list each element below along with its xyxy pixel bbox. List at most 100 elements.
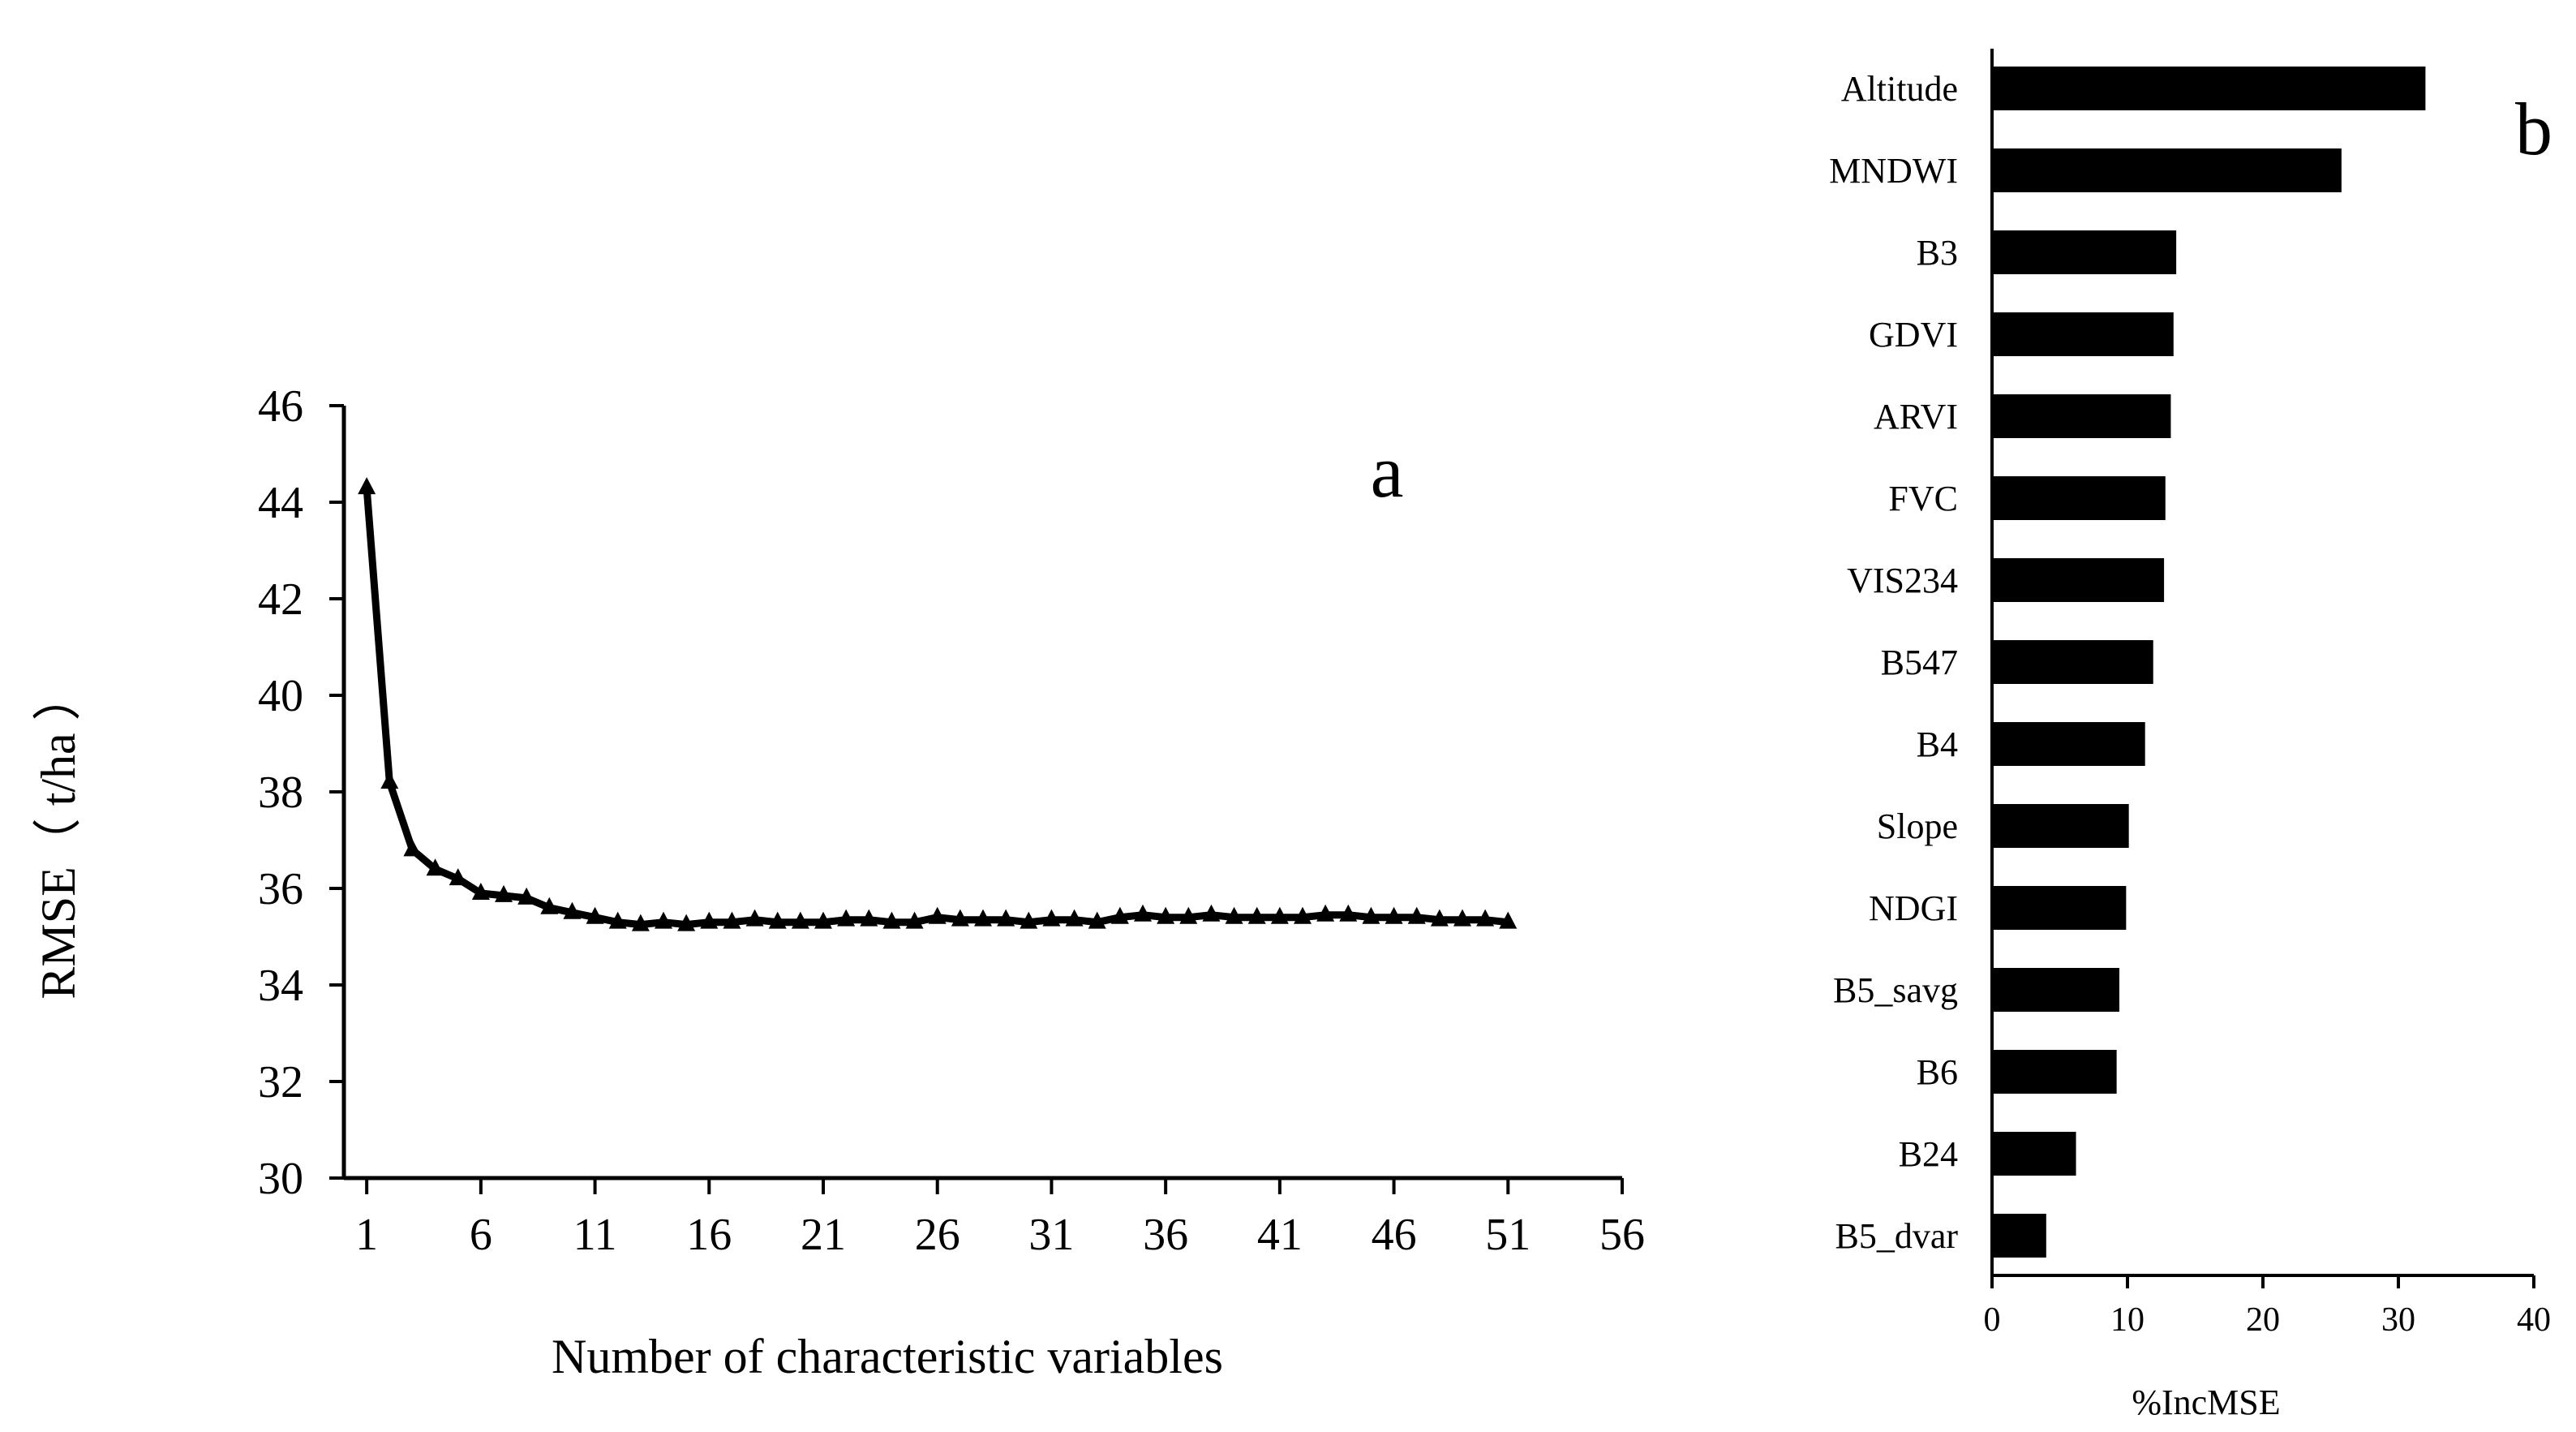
panel-b-bar (1992, 886, 2127, 930)
panel-a-markers (358, 477, 1518, 931)
panel-b-category-label: VIS234 (1847, 561, 1958, 600)
panel-a-data-point (471, 882, 490, 900)
panel-a-x-ticks: 1 6 11 16 21 26 31 36 41 46 51 56 (355, 1178, 1645, 1260)
panel-a-data-point (1247, 906, 1266, 924)
panel-b-category-label: B3 (1917, 233, 1958, 273)
panel-a-y-tick-label: 42 (258, 574, 303, 625)
panel-a-data-point (814, 911, 832, 929)
panel-a-data-point (768, 911, 787, 929)
panel-a-data-point (677, 914, 696, 931)
panel-a-x-tick-label: 46 (1372, 1210, 1417, 1260)
panel-a-data-point (1157, 906, 1175, 924)
panel-a-y-tick-label: 30 (258, 1154, 303, 1204)
panel-a-data-point (1065, 909, 1084, 927)
panel-a-data-point (426, 858, 444, 876)
panel-b-x-tick-label: 20 (2246, 1301, 2280, 1339)
panel-a-data-point (1476, 909, 1495, 927)
panel-b-category-label: Altitude (1841, 69, 1958, 109)
panel-a-y-tick-label: 46 (258, 381, 303, 432)
panel-a-data-point (1407, 906, 1426, 924)
panel-a-data-point (1202, 904, 1221, 922)
panel-b-bar (1992, 722, 2145, 766)
panel-a-data-point (905, 911, 924, 929)
panel-a-y-tick-label: 40 (258, 671, 303, 721)
panel-b-category-label: B5_savg (1833, 970, 1958, 1010)
panel-a-data-point (1385, 906, 1403, 924)
panel-b-bar (1992, 1132, 2076, 1176)
panel-b-bars (1992, 67, 2426, 1258)
panel-b-bar (1992, 1050, 2117, 1094)
panel-a-y-tick-label: 32 (258, 1057, 303, 1107)
panel-a-data-point (495, 884, 513, 902)
panel-b-category-label: B24 (1899, 1134, 1958, 1174)
panel-a-x-tick-label: 16 (686, 1210, 732, 1260)
panel-a-data-point (563, 901, 582, 919)
panel-a-data-point (358, 477, 376, 495)
panel-b-bar (1992, 1214, 2046, 1258)
panel-a-data-point (1225, 906, 1243, 924)
panel-b-category-label: B547 (1881, 643, 1958, 682)
panel-a-x-tick-label: 26 (915, 1210, 960, 1260)
panel-a-data-point (1042, 909, 1061, 927)
panel-b-bar (1992, 640, 2153, 684)
panel-a-data-point (380, 772, 399, 789)
panel-b-x-tick-label: 10 (2110, 1301, 2145, 1339)
panel-a-data-point (631, 914, 650, 931)
panel-a-x-tick-label: 51 (1485, 1210, 1531, 1260)
panel-a-data-point (1316, 904, 1335, 922)
panel-a-axes (341, 406, 1622, 1180)
panel-a-y-tick-label: 38 (258, 768, 303, 818)
panel-b-category-label: MNDWI (1829, 151, 1958, 191)
panel-b-category-label: B5_dvar (1835, 1216, 1958, 1256)
panel-a-data-point (608, 911, 627, 929)
panel-a-x-tick-label: 11 (573, 1210, 617, 1260)
panel-a-data-point (791, 911, 809, 929)
panel-a-x-tick-label: 56 (1599, 1210, 1645, 1260)
panel-a-y-tick-label: 44 (258, 478, 303, 528)
panel-b-x-tick-label: 0 (1984, 1301, 2001, 1339)
panel-b-x-ticks: 0 10 20 30 40 (1984, 1275, 2551, 1339)
panel-a-data-point (1430, 909, 1449, 927)
panel-b-category-label: B4 (1917, 725, 1958, 764)
panel-a-data-point (882, 911, 901, 929)
panel-b-category-labels: Altitude MNDWI B3 GDVI ARVI FVC VIS234 B547 B4 Sl… (1829, 69, 1958, 1256)
panel-b-bar (1992, 148, 2342, 192)
panel-a-data-point (1270, 906, 1289, 924)
panel-b-bar (1992, 476, 2166, 520)
panel-b-x-label: %IncMSE (2132, 1383, 2280, 1422)
panel-b-bar (1992, 968, 2119, 1012)
panel-b-x-tick-label: 30 (2381, 1301, 2415, 1339)
panel-b-bar (1992, 804, 2129, 848)
panel-a-x-label: Number of characteristic variables (552, 1330, 1223, 1383)
panel-b-category-label: B6 (1917, 1052, 1958, 1092)
panel-a-letter: a (1371, 430, 1404, 513)
panel-a-data-point (997, 909, 1015, 927)
panel-a-data-point (1088, 911, 1106, 929)
panel-a-x-tick-label: 1 (355, 1210, 378, 1260)
panel-b-category-label: FVC (1888, 479, 1958, 518)
panel-b-bar (1992, 312, 2174, 356)
panel-b-bar (1992, 558, 2165, 602)
panel-a-data-point (517, 887, 536, 905)
panel-a-data-point (837, 909, 856, 927)
panel-a-data-point (1179, 906, 1198, 924)
panel-a-data-point (951, 909, 969, 927)
panel-b-bar (1992, 67, 2426, 110)
panel-b-letter: b (2515, 88, 2552, 170)
panel-a-data-point (700, 911, 719, 929)
panel-a-y-tick-label: 34 (258, 961, 303, 1011)
panel-a-x-tick-label: 41 (1257, 1210, 1303, 1260)
panel-a-x-tick-label: 31 (1028, 1210, 1074, 1260)
panel-a-data-point (1020, 911, 1038, 929)
panel-a-data-point (745, 909, 764, 927)
panel-b-bar (1992, 230, 2177, 274)
panel-a-data-point (586, 906, 604, 924)
panel-b: Altitude MNDWI B3 GDVI ARVI FVC VIS234 B547 B4 Sl… (1829, 49, 2552, 1422)
panel-a-y-label: RMSE（ t/ha ） (32, 672, 85, 999)
panel-a-data-point (974, 909, 992, 927)
panel-a-x-tick-label: 36 (1143, 1210, 1188, 1260)
panel-a-data-point (860, 909, 878, 927)
panel-a-data-point (1339, 904, 1358, 922)
